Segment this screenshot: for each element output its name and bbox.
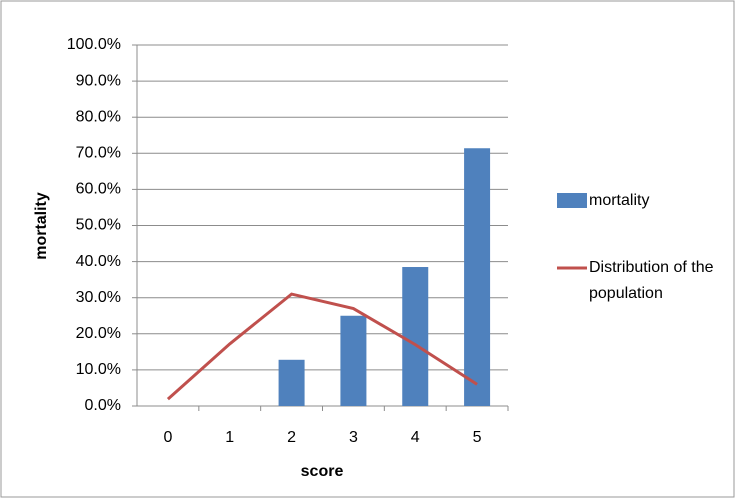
y-tick-label: 0.0%	[85, 397, 121, 414]
x-axis-label: score	[301, 463, 344, 480]
y-tick-label: 70.0%	[76, 145, 121, 162]
y-axis-label: mortality	[33, 192, 50, 260]
y-tick-label: 20.0%	[76, 325, 121, 342]
x-tick-label: 0	[163, 429, 172, 446]
y-tick-label: 90.0%	[76, 72, 121, 89]
line-series	[166, 292, 478, 401]
legend-label: Distribution of the population	[589, 259, 714, 302]
y-tick-label: 100.0%	[67, 36, 121, 53]
x-tick-label: 4	[411, 429, 420, 446]
y-tick-label: 30.0%	[76, 289, 121, 306]
y-tick-label: 50.0%	[76, 217, 121, 234]
y-tick-label: 10.0%	[76, 361, 121, 378]
bar	[464, 148, 491, 406]
legend-label: mortality	[589, 192, 650, 209]
bar	[278, 359, 305, 406]
x-tick-label: 2	[287, 429, 296, 446]
x-tick-label: 1	[225, 429, 234, 446]
x-tick-label: 3	[349, 429, 358, 446]
y-tick-label: 60.0%	[76, 181, 121, 198]
legend-key	[557, 193, 587, 208]
bar	[340, 315, 367, 406]
y-tick-label: 80.0%	[76, 108, 121, 125]
x-tick-label: 5	[473, 429, 482, 446]
bar	[402, 267, 429, 406]
y-tick-label: 40.0%	[76, 253, 121, 270]
